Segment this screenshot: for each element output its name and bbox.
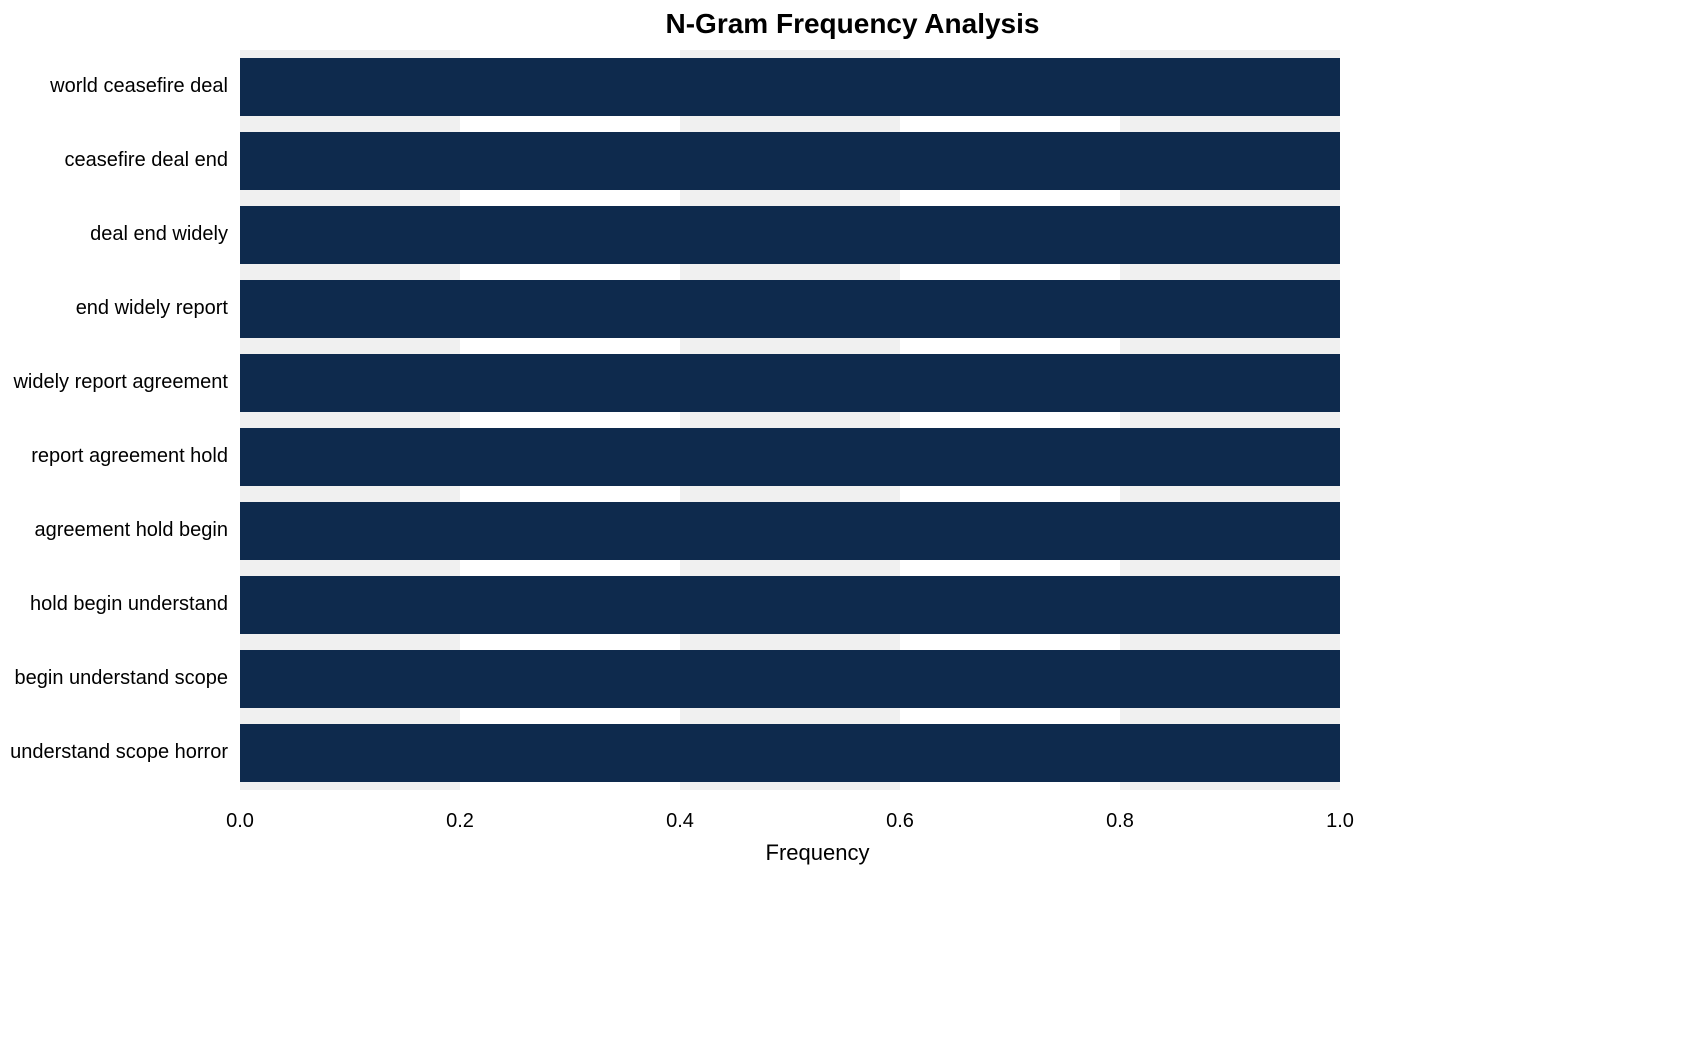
bar [240, 576, 1340, 634]
bar [240, 132, 1340, 190]
bar [240, 650, 1340, 708]
y-tick-label: deal end widely [4, 223, 228, 246]
x-tick-label: 0.4 [666, 810, 694, 833]
y-tick-label: understand scope horror [4, 741, 228, 764]
chart-container: N-Gram Frequency Analysis Frequency worl… [0, 0, 1705, 1051]
y-tick-label: hold begin understand [4, 593, 228, 616]
grid-band [1340, 50, 1395, 790]
y-tick-label: begin understand scope [4, 667, 228, 690]
y-tick-label: ceasefire deal end [4, 149, 228, 172]
y-tick-label: report agreement hold [4, 445, 228, 468]
x-tick-label: 1.0 [1326, 810, 1354, 833]
y-tick-label: world ceasefire deal [4, 75, 228, 98]
chart-title: N-Gram Frequency Analysis [0, 8, 1705, 40]
x-tick-label: 0.2 [446, 810, 474, 833]
y-tick-label: widely report agreement [4, 371, 228, 394]
plot-area [240, 50, 1395, 790]
x-tick-label: 0.8 [1106, 810, 1134, 833]
x-axis-label: Frequency [766, 840, 870, 866]
y-tick-label: end widely report [4, 297, 228, 320]
bar [240, 354, 1340, 412]
bar [240, 502, 1340, 560]
x-tick-label: 0.0 [226, 810, 254, 833]
bar [240, 58, 1340, 116]
bar [240, 428, 1340, 486]
y-tick-label: agreement hold begin [4, 519, 228, 542]
bar [240, 206, 1340, 264]
x-tick-label: 0.6 [886, 810, 914, 833]
bar [240, 280, 1340, 338]
bar [240, 724, 1340, 782]
